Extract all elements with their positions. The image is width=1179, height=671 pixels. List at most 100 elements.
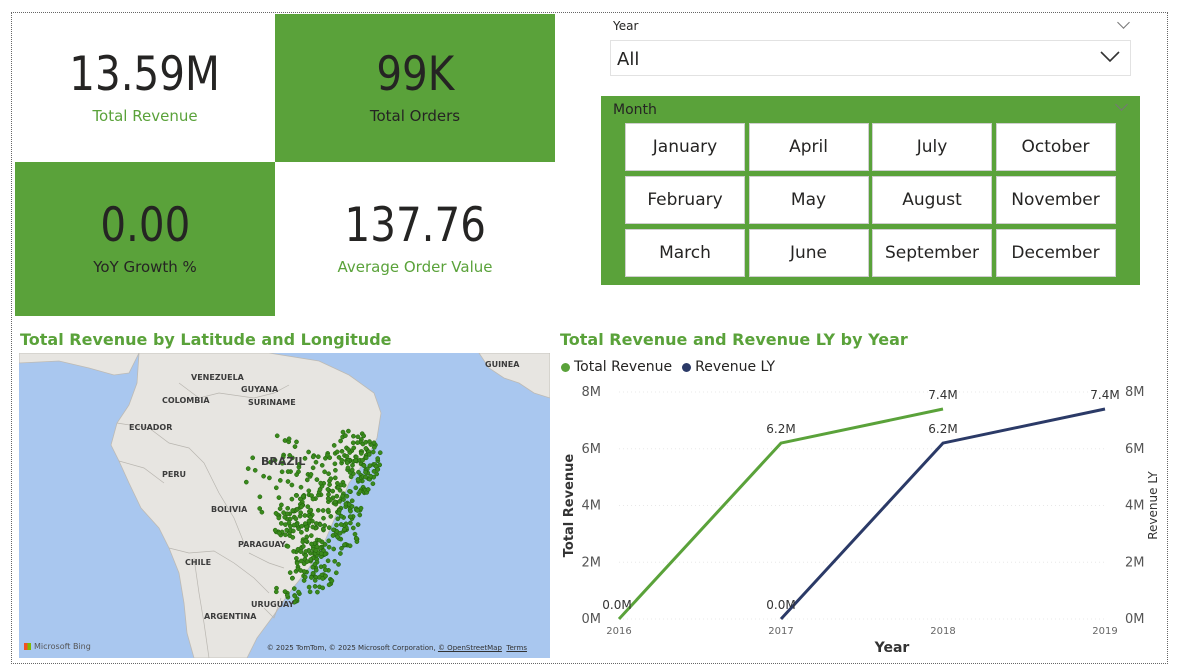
revenue-dot[interactable] xyxy=(328,514,334,519)
revenue-dot[interactable] xyxy=(365,487,371,492)
revenue-line-chart[interactable]: Total Revenue Revenue LY 0M 0M 2M 2M 4M 4M 6M 6… xyxy=(557,355,1167,658)
revenue-dot[interactable] xyxy=(322,523,328,528)
revenue-dot[interactable] xyxy=(325,452,330,458)
revenue-dot[interactable] xyxy=(360,457,365,463)
revenue-dot[interactable] xyxy=(332,461,338,467)
revenue-dot[interactable] xyxy=(294,472,299,477)
revenue-dot[interactable] xyxy=(341,482,347,488)
revenue-dot[interactable] xyxy=(331,546,337,552)
revenue-dot[interactable] xyxy=(303,538,309,543)
revenue-dot[interactable] xyxy=(273,485,279,491)
revenue-dot[interactable] xyxy=(315,507,321,513)
revenue-dot[interactable] xyxy=(375,456,381,461)
revenue-dot[interactable] xyxy=(285,544,291,549)
revenue-dot[interactable] xyxy=(330,488,336,494)
revenue-dot[interactable] xyxy=(284,527,290,533)
revenue-dot[interactable] xyxy=(353,485,359,491)
revenue-dot[interactable] xyxy=(344,460,350,466)
revenue-dot[interactable] xyxy=(348,514,353,520)
revenue-dot[interactable] xyxy=(349,467,355,473)
month-button-july[interactable]: July xyxy=(872,123,992,171)
revenue-dot[interactable] xyxy=(339,448,345,454)
revenue-dot[interactable] xyxy=(286,436,292,442)
revenue-dot[interactable] xyxy=(375,467,381,472)
revenue-dot[interactable] xyxy=(320,508,326,513)
revenue-dot[interactable] xyxy=(356,469,361,475)
revenue-dot[interactable] xyxy=(343,433,348,438)
revenue-dot[interactable] xyxy=(345,465,351,471)
revenue-dot[interactable] xyxy=(342,542,347,548)
revenue-dot[interactable] xyxy=(350,462,355,468)
legend-item-revenue-ly[interactable]: Revenue LY xyxy=(682,359,775,375)
revenue-dot[interactable] xyxy=(308,557,314,562)
revenue-dot[interactable] xyxy=(273,589,279,595)
revenue-dot[interactable] xyxy=(332,558,338,564)
revenue-dot[interactable] xyxy=(298,558,304,564)
revenue-dot[interactable] xyxy=(318,480,324,486)
revenue-dot[interactable] xyxy=(371,445,377,450)
revenue-dot[interactable] xyxy=(358,505,364,511)
revenue-dot[interactable] xyxy=(310,524,316,530)
revenue-dot[interactable] xyxy=(276,530,282,536)
revenue-dot[interactable] xyxy=(291,586,297,591)
revenue-dot[interactable] xyxy=(278,521,284,526)
revenue-dot[interactable] xyxy=(289,496,295,502)
month-slicer-collapse-icon[interactable] xyxy=(1115,98,1128,111)
revenue-dot[interactable] xyxy=(335,516,341,522)
revenue-dot[interactable] xyxy=(325,507,331,513)
osm-link[interactable]: © OpenStreetMap xyxy=(437,644,502,652)
revenue-dot[interactable] xyxy=(250,455,256,461)
map-canvas[interactable]: VENEZUELA GUYANA GUINEA COLOMBIA SURINAME ECU… xyxy=(19,353,550,658)
revenue-dot[interactable] xyxy=(308,514,313,520)
revenue-dot[interactable] xyxy=(371,440,377,446)
revenue-dot[interactable] xyxy=(346,428,351,434)
revenue-dot[interactable] xyxy=(333,467,338,473)
kpi-total-revenue[interactable]: 13.59M Total Revenue xyxy=(15,14,275,162)
revenue-dot[interactable] xyxy=(289,482,295,488)
revenue-dot[interactable] xyxy=(306,488,312,494)
month-button-march[interactable]: March xyxy=(625,229,745,277)
revenue-dot[interactable] xyxy=(320,576,326,581)
revenue-dot[interactable] xyxy=(317,522,323,528)
month-button-september[interactable]: September xyxy=(872,229,992,277)
revenue-dot[interactable] xyxy=(363,474,368,480)
revenue-dot[interactable] xyxy=(294,560,300,566)
revenue-dot[interactable] xyxy=(302,521,308,526)
month-button-october[interactable]: October xyxy=(995,123,1116,171)
revenue-dot[interactable] xyxy=(354,535,359,541)
revenue-dot[interactable] xyxy=(277,506,283,512)
revenue-dot[interactable] xyxy=(314,477,320,482)
revenue-dot[interactable] xyxy=(347,488,352,494)
revenue-dot[interactable] xyxy=(308,472,314,477)
revenue-dot[interactable] xyxy=(274,433,280,439)
revenue-dot[interactable] xyxy=(340,429,346,435)
revenue-dot[interactable] xyxy=(283,532,288,538)
revenue-dot[interactable] xyxy=(298,549,304,554)
revenue-dot[interactable] xyxy=(348,508,353,514)
revenue-dot[interactable] xyxy=(370,481,376,487)
chevron-down-icon[interactable] xyxy=(1100,51,1120,63)
revenue-dot[interactable] xyxy=(257,494,263,500)
revenue-dot[interactable] xyxy=(312,578,318,583)
revenue-map[interactable]: VENEZUELA GUYANA GUINEA COLOMBIA SURINAME ECU… xyxy=(19,353,550,658)
revenue-dot[interactable] xyxy=(316,537,322,543)
revenue-dot[interactable] xyxy=(320,585,326,591)
revenue-dot[interactable] xyxy=(313,567,319,573)
revenue-dot[interactable] xyxy=(355,440,360,445)
revenue-dot[interactable] xyxy=(304,559,310,564)
revenue-dot[interactable] xyxy=(326,544,332,550)
revenue-dot[interactable] xyxy=(315,589,320,595)
revenue-dot[interactable] xyxy=(325,486,331,492)
revenue-dot[interactable] xyxy=(336,510,342,516)
revenue-dot[interactable] xyxy=(357,512,363,518)
revenue-dot[interactable] xyxy=(280,460,285,466)
revenue-dot[interactable] xyxy=(299,523,305,529)
revenue-dot[interactable] xyxy=(292,593,298,599)
revenue-dot[interactable] xyxy=(363,439,369,445)
revenue-dot[interactable] xyxy=(319,462,325,468)
revenue-dot[interactable] xyxy=(339,545,344,551)
revenue-dot[interactable] xyxy=(350,525,356,531)
revenue-dot[interactable] xyxy=(293,516,299,522)
revenue-dot[interactable] xyxy=(310,496,316,502)
revenue-dot[interactable] xyxy=(281,510,286,515)
